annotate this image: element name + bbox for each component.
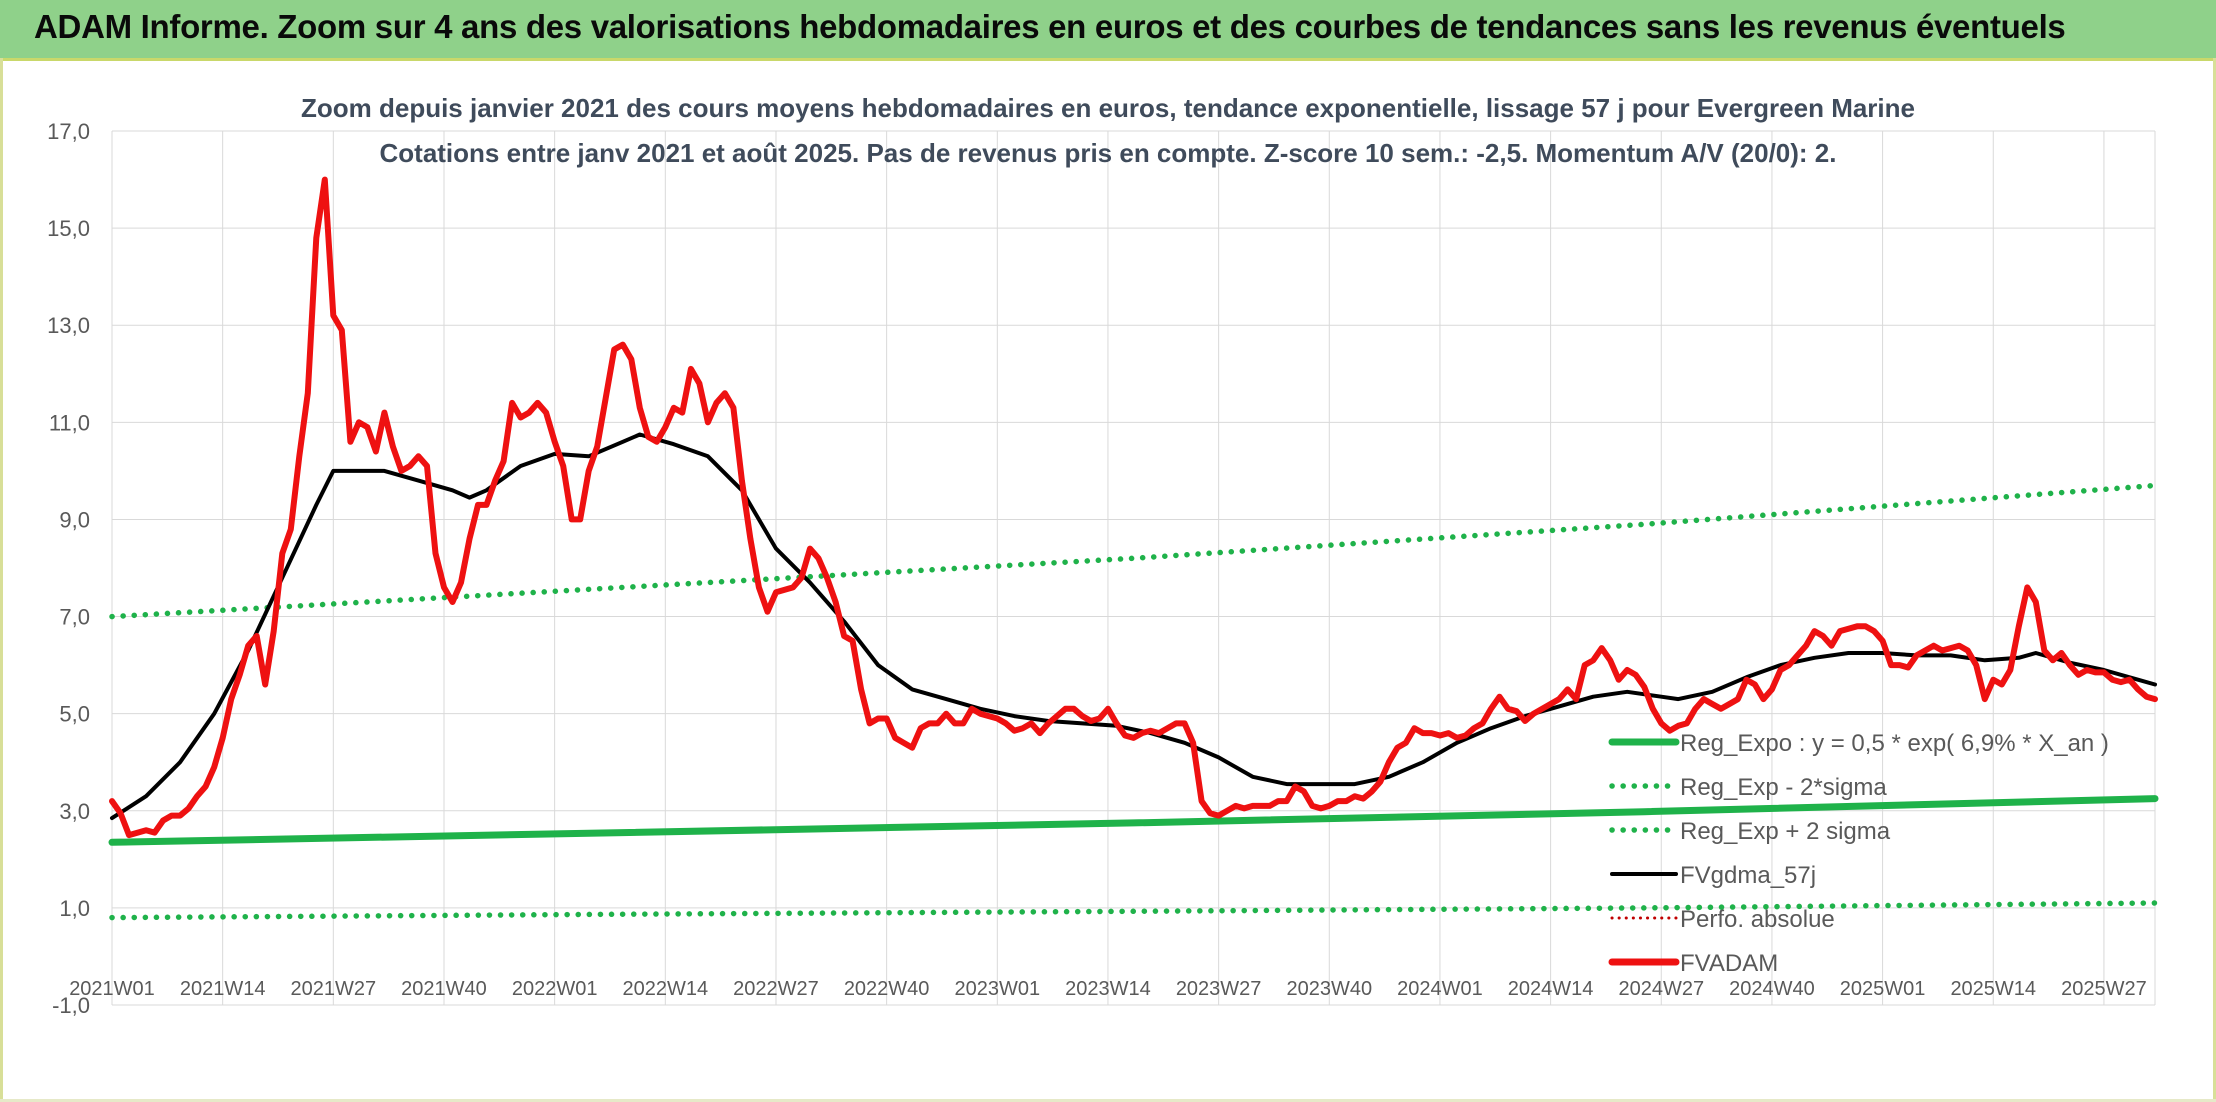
y-tick-label: 9,0 xyxy=(59,507,90,532)
report-banner: ADAM Informe. Zoom sur 4 ans des valoris… xyxy=(0,0,2216,61)
y-tick-label: 17,0 xyxy=(47,119,90,144)
series-line-reg-exp-2-sigma xyxy=(109,482,2158,620)
y-tick-label: 7,0 xyxy=(59,605,90,630)
x-tick-label: 2022W14 xyxy=(623,978,709,1000)
x-tick-label: 2023W27 xyxy=(1176,978,1262,1000)
legend-label: Reg_Exp - 2*sigma xyxy=(1680,774,1887,801)
y-axis-ticks: -1,0 1,0 3,0 5,0 7,0 9,0 11,0 13,0 15,0 17,0 xyxy=(47,119,90,1018)
legend-label: Reg_Exp + 2 sigma xyxy=(1680,818,1891,845)
series-line-fvgdma-57j xyxy=(110,432,2157,821)
x-tick-label: 2023W40 xyxy=(1286,978,1372,1000)
x-tick-label: 2021W27 xyxy=(291,978,377,1000)
chart-title-line-1: Zoom depuis janvier 2021 des cours moyen… xyxy=(301,93,1915,123)
chart-grid xyxy=(111,130,2156,1006)
x-tick-label: 2024W01 xyxy=(1397,978,1483,1000)
x-tick-label: 2021W14 xyxy=(180,978,266,1000)
x-tick-label: 2023W01 xyxy=(954,978,1040,1000)
y-tick-label: 5,0 xyxy=(59,702,90,727)
report-title: ADAM Informe. Zoom sur 4 ans des valoris… xyxy=(34,8,2066,45)
x-tick-label: 2021W01 xyxy=(69,978,155,1000)
x-tick-label: 2025W27 xyxy=(2061,978,2147,1000)
x-tick-label: 2023W14 xyxy=(1065,978,1151,1000)
y-tick-label: 3,0 xyxy=(59,799,90,824)
x-tick-label: 2022W01 xyxy=(512,978,598,1000)
x-tick-label: 2025W14 xyxy=(1950,978,2036,1000)
x-tick-label: 2024W14 xyxy=(1508,978,1594,1000)
x-tick-label: 2024W27 xyxy=(1618,978,1704,1000)
y-tick-label: -1,0 xyxy=(52,993,90,1018)
x-axis-ticks: 2021W01 2021W14 2021W27 2021W40 2022W01 2022W… xyxy=(69,978,2147,1000)
legend-label: FVADAM xyxy=(1680,950,1778,977)
x-tick-label: 2024W40 xyxy=(1729,978,1815,1000)
chart-series xyxy=(108,176,2159,921)
frame-right-edge xyxy=(2213,58,2216,1102)
series-line-fvadam xyxy=(109,176,2158,839)
x-tick-label: 2025W01 xyxy=(1840,978,1926,1000)
legend-label: Perfo. absolue xyxy=(1680,906,1835,933)
series-line-reg-exp-2-sigma xyxy=(109,900,2158,921)
x-tick-label: 2022W40 xyxy=(844,978,930,1000)
x-tick-label: 2021W40 xyxy=(401,978,487,1000)
legend-label: Reg_Expo : y = 0,5 * exp( 6,9% * X_an ) xyxy=(1680,730,2109,757)
y-tick-label: 15,0 xyxy=(47,216,90,241)
frame-bottom-edge xyxy=(0,1099,2216,1102)
chart-title-line-2: Cotations entre janv 2021 et août 2025. … xyxy=(380,138,1837,168)
series-line-reg-expo-y-0-5-exp-6-9-x-an- xyxy=(108,795,2159,846)
legend-label: FVgdma_57j xyxy=(1680,862,1816,889)
y-tick-label: 13,0 xyxy=(47,313,90,338)
y-tick-label: 1,0 xyxy=(59,896,90,921)
x-tick-label: 2022W27 xyxy=(733,978,819,1000)
chart-legend: Reg_Expo : y = 0,5 * exp( 6,9% * X_an ) R… xyxy=(1608,730,2109,977)
frame-left-edge xyxy=(0,58,3,1102)
y-tick-label: 11,0 xyxy=(49,410,90,435)
